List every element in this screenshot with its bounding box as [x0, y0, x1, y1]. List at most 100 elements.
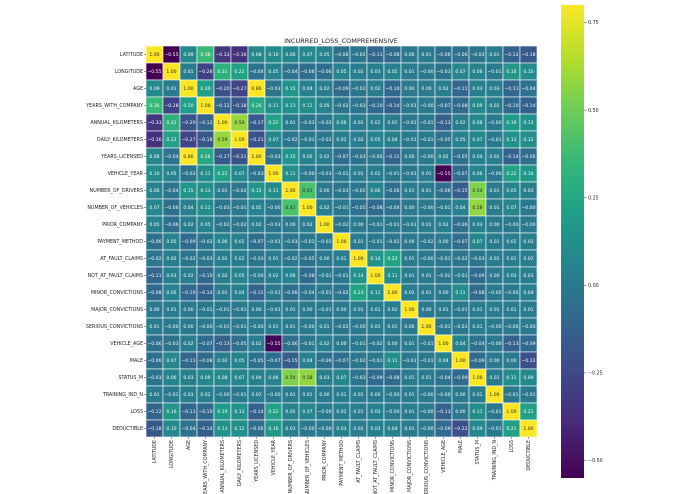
column-label: MALE	[458, 440, 464, 453]
cell-value-label: −0.33	[147, 120, 161, 126]
cell-value-label: −0.00	[419, 205, 433, 211]
cell-value-label: 0.01	[489, 239, 499, 245]
cell-value-label: 0.11	[387, 273, 397, 279]
cell-value-label: 0.08	[217, 375, 227, 381]
cell-value-label: −0.01	[317, 273, 331, 279]
cell-value-label: −0.07	[266, 358, 280, 364]
cell-value-label: 0.08	[149, 154, 159, 160]
cell-value-label: −0.04	[249, 69, 263, 75]
cell-value-label: 0.00	[183, 324, 193, 330]
cell-value-label: 0.00	[302, 307, 312, 313]
cell-value-label: −0.12	[385, 154, 399, 160]
cell-value-label: 0.02	[234, 239, 244, 245]
cell-value-label: −0.22	[521, 358, 535, 364]
cell-value-label: 0.01	[421, 222, 431, 228]
cell-value-label: −0.01	[232, 392, 246, 398]
cell-value-label: −0.04	[385, 205, 399, 211]
cell-value-label: −0.01	[215, 307, 229, 313]
cell-value-label: −0.03	[351, 154, 365, 160]
cell-value-label: −0.01	[334, 273, 348, 279]
cell-value-label: 0.20	[183, 103, 193, 109]
cell-value-label: 0.22	[166, 137, 176, 143]
cell-value-label: −0.08	[453, 103, 467, 109]
cell-value-label: 0.11	[200, 171, 210, 177]
cell-value-label: 0.16	[523, 171, 533, 177]
cell-value-label: 1.00	[353, 256, 363, 262]
cell-value-label: 0.16	[268, 426, 278, 432]
row-label: YEARS_LICENSED	[100, 154, 143, 160]
cell-value-label: −0.06	[283, 341, 297, 347]
cell-value-label: 0.02	[438, 154, 448, 160]
cell-value-label: −0.27	[232, 86, 246, 92]
cell-value-label: 0.16	[166, 409, 176, 415]
column-label: NUMBER_OF_VEHICLES	[305, 440, 311, 494]
cell-value-label: 0.01	[404, 69, 414, 75]
cell-value-label: −0.01	[402, 222, 416, 228]
cell-value-label: −0.06	[147, 341, 161, 347]
cell-value-label: 0.41	[302, 188, 312, 194]
cell-value-label: 0.01	[285, 120, 295, 126]
cell-value-label: 0.22	[217, 171, 227, 177]
cell-value-label: −0.00	[419, 103, 433, 109]
cell-value-label: −0.00	[385, 392, 399, 398]
cell-value-label: −0.00	[249, 324, 263, 330]
cell-value-label: 0.10	[523, 69, 533, 75]
cell-value-label: −0.06	[453, 52, 467, 58]
cell-value-label: −0.18	[232, 103, 246, 109]
cell-value-label: −0.02	[283, 256, 297, 262]
cell-value-label: −0.11	[147, 273, 161, 279]
column-label: SERIOUS_CONVICTIONS	[424, 440, 430, 494]
cell-value-label: −0.01	[487, 426, 501, 432]
cell-value-label: 0.20	[200, 86, 210, 92]
cell-value-label: −0.06	[249, 426, 263, 432]
cell-value-label: 0.02	[183, 273, 193, 279]
cell-value-label: 1.00	[489, 392, 499, 398]
cell-value-label: 0.26	[200, 154, 210, 160]
cell-value-label: 0.01	[489, 307, 499, 313]
cell-value-label: −0.02	[351, 188, 365, 194]
cell-value-label: 0.21	[523, 409, 533, 415]
cell-value-label: 0.01	[353, 392, 363, 398]
cell-value-label: −0.01	[300, 239, 314, 245]
cell-value-label: 0.07	[336, 375, 346, 381]
cell-value-label: 0.03	[370, 69, 380, 75]
cell-value-label: 0.15	[285, 154, 295, 160]
cell-value-label: −0.18	[521, 52, 535, 58]
cell-value-label: 0.00	[149, 307, 159, 313]
cell-value-label: −0.01	[334, 205, 348, 211]
cell-value-label: −0.01	[419, 137, 433, 143]
colorbar-tick-label: 0.50	[588, 108, 599, 114]
cell-value-label: −0.06	[164, 205, 178, 211]
cell-value-label: −0.06	[453, 222, 467, 228]
cell-value-label: −0.01	[368, 222, 382, 228]
cell-value-label: 1.00	[506, 409, 516, 415]
cell-value-label: −0.14	[504, 154, 518, 160]
cell-value-label: 0.05	[268, 69, 278, 75]
column-label: AGE	[186, 440, 192, 450]
row-label: LONGITUDE	[115, 69, 143, 75]
cell-value-label: 1.00	[166, 69, 176, 75]
cell-value-label: 0.16	[506, 69, 516, 75]
cell-value-label: 0.19	[506, 120, 516, 126]
cell-value-label: −0.03	[215, 205, 229, 211]
cell-value-label: −0.11	[368, 52, 382, 58]
cell-value-label: 0.01	[353, 307, 363, 313]
cell-value-label: 0.36	[200, 52, 210, 58]
cell-value-label: 0.02	[166, 256, 176, 262]
cell-value-label: 0.01	[472, 392, 482, 398]
cell-value-label: −0.09	[470, 358, 484, 364]
cell-value-label: −0.00	[368, 154, 382, 160]
cell-value-label: 1.00	[438, 341, 448, 347]
cell-value-label: −0.06	[436, 52, 450, 58]
cell-value-label: 0.00	[455, 392, 465, 398]
cell-value-label: 1.00	[234, 137, 244, 143]
heatmap-cells: 1.00 −0.55 0.09 0.36 −0.33 −0.36 0.08 0.10 0.06 0…	[145, 45, 538, 438]
cell-value-label: 1.00	[200, 103, 210, 109]
row-label: AT_FAULT_CLAIMS	[100, 256, 143, 262]
cell-value-label: 1.00	[370, 273, 380, 279]
cell-value-label: 0.11	[200, 205, 210, 211]
cell-value-label: −0.08	[385, 52, 399, 58]
cell-value-label: −0.01	[368, 239, 382, 245]
cell-value-label: 0.01	[421, 52, 431, 58]
cell-value-label: −0.03	[470, 52, 484, 58]
